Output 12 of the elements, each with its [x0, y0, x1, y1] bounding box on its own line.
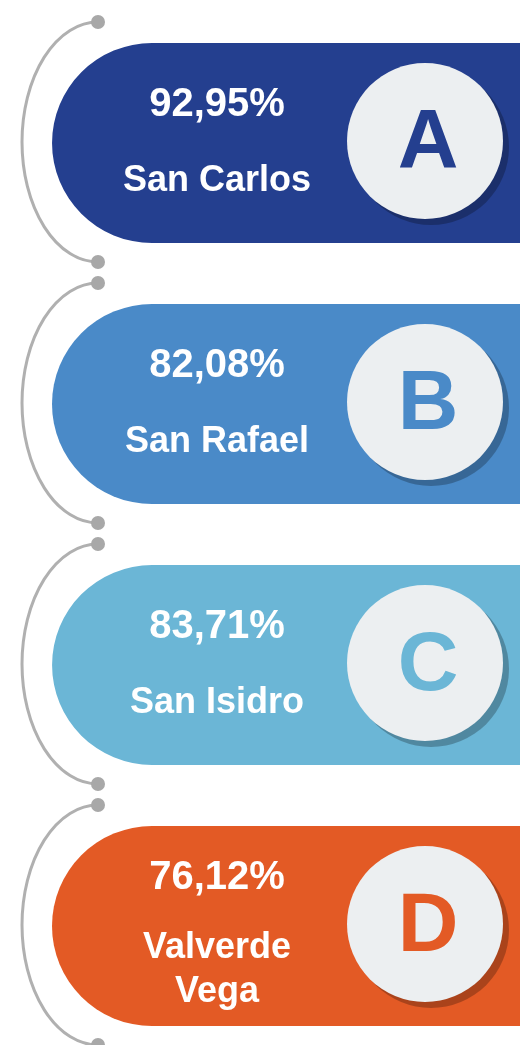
text: A [397, 92, 459, 187]
data-label: 76,12% [149, 853, 285, 898]
data-label: 83,71% [149, 602, 285, 647]
text: D [397, 875, 459, 970]
data-label: 82,08% [149, 341, 285, 386]
data-label: 92,95% [149, 80, 285, 125]
category-label: San Isidro [129, 679, 305, 721]
category-label: San Rafael [124, 418, 310, 460]
category-label: San Carlos [122, 157, 312, 199]
category-label: Valverde Vega [142, 924, 292, 1010]
text: C [397, 614, 459, 709]
text: B [397, 353, 459, 448]
